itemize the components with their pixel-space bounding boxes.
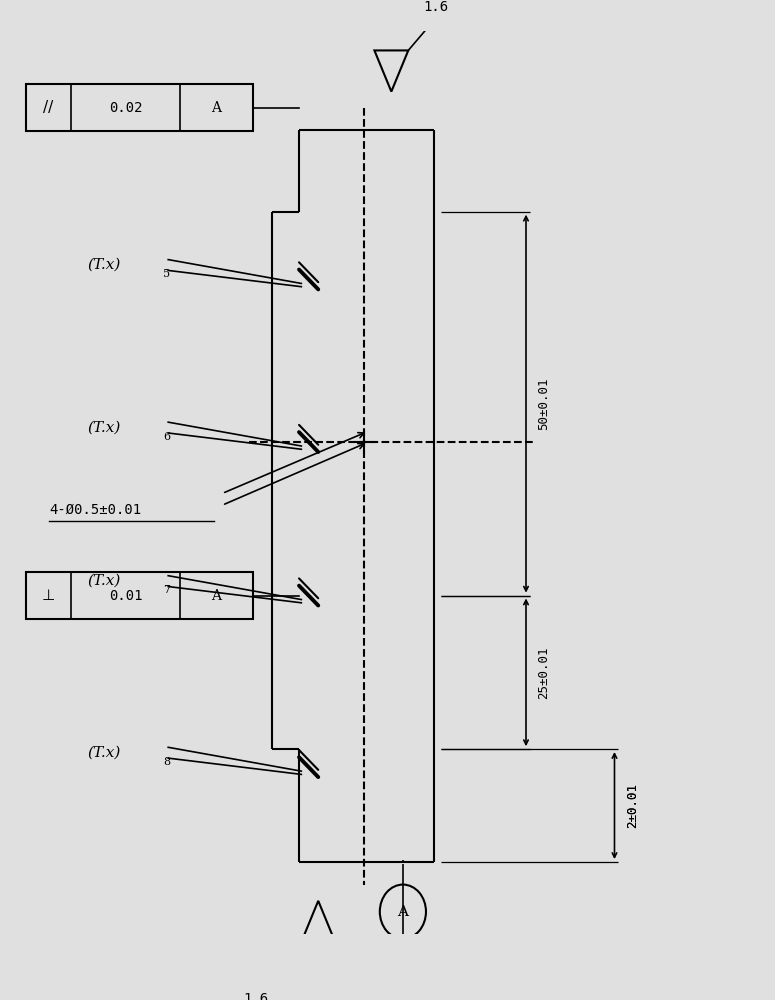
Text: 6: 6 <box>163 432 170 442</box>
Text: (T.x): (T.x) <box>88 258 121 272</box>
Text: A: A <box>398 905 408 919</box>
Text: 0.02: 0.02 <box>109 101 143 115</box>
Text: 25±0.01: 25±0.01 <box>538 646 550 699</box>
Text: 4-Ø0.5±0.01: 4-Ø0.5±0.01 <box>49 503 141 517</box>
Bar <box>26 84 253 131</box>
Text: 50±0.01: 50±0.01 <box>538 377 550 430</box>
Text: A: A <box>212 589 222 603</box>
Text: ⊥: ⊥ <box>42 588 55 603</box>
Text: 1.6: 1.6 <box>424 0 449 14</box>
Text: 8: 8 <box>163 757 170 767</box>
Text: A: A <box>212 101 222 115</box>
Text: 2±0.01: 2±0.01 <box>626 783 639 828</box>
Text: 1.6: 1.6 <box>243 992 269 1000</box>
Text: //: // <box>43 100 53 115</box>
Text: (T.x): (T.x) <box>88 421 121 435</box>
Bar <box>26 572 253 619</box>
Text: 2±0.01: 2±0.01 <box>626 783 639 828</box>
Text: (T.x): (T.x) <box>88 574 121 588</box>
Text: 5: 5 <box>163 269 170 279</box>
Text: 7: 7 <box>163 585 170 595</box>
Text: (T.x): (T.x) <box>88 746 121 760</box>
Text: 0.01: 0.01 <box>109 589 143 603</box>
